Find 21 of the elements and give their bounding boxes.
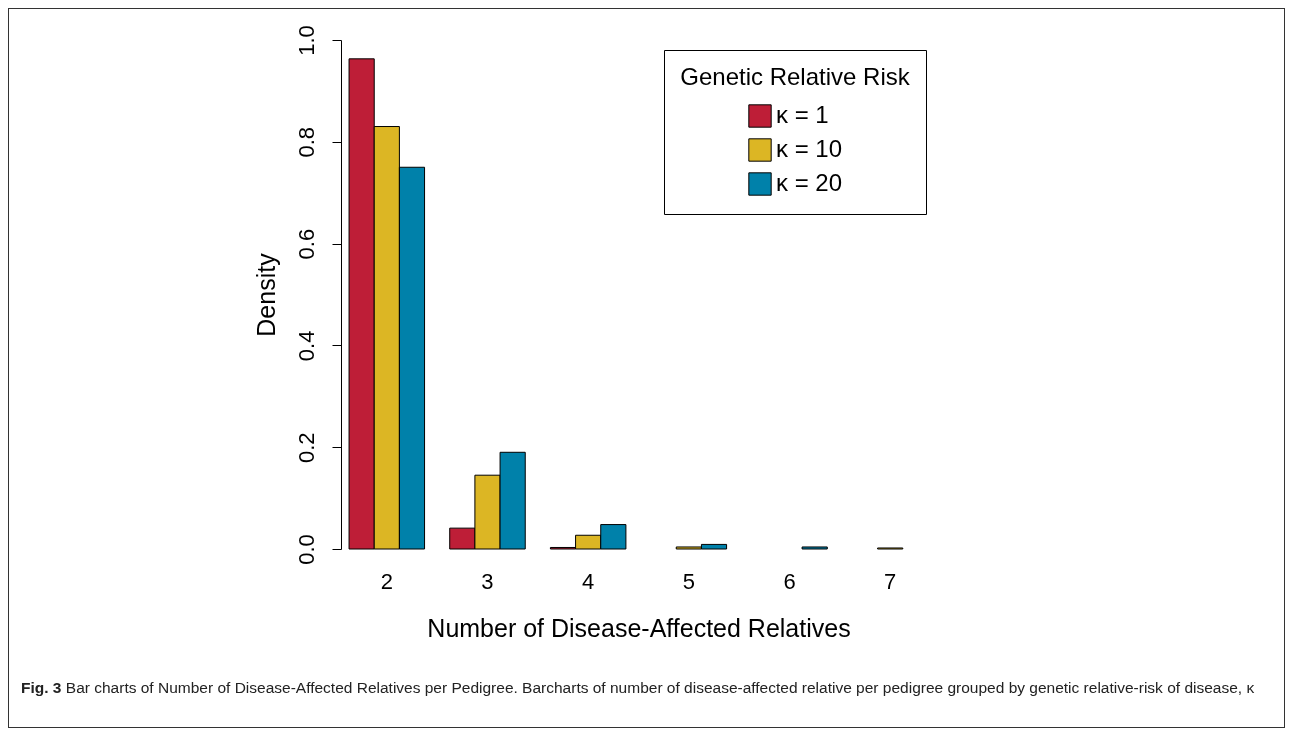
y-tick-label: 0.8 (293, 127, 319, 158)
legend-title: Genetic Relative Risk (680, 63, 911, 90)
y-tick-label: 1.0 (293, 25, 319, 56)
x-axis-title: Number of Disease-Affected Relatives (427, 613, 851, 642)
x-tick-label: 5 (682, 568, 695, 594)
y-tick-label: 0.2 (293, 432, 319, 463)
y-axis-title: Density (251, 252, 280, 337)
y-tick-label: 0.4 (293, 330, 319, 362)
x-tick-label: 2 (380, 568, 393, 594)
x-tick-label: 7 (884, 568, 897, 594)
legend-label: κ = 10 (776, 135, 843, 162)
x-tick-label: 4 (582, 568, 595, 594)
bar (801, 546, 828, 550)
legend-label: κ = 20 (776, 169, 843, 196)
caption: Fig. 3 (21, 679, 63, 696)
y-tick-label: 0.6 (293, 228, 319, 260)
y-tick-label: 0.0 (293, 534, 319, 565)
text: Bar charts of Number of Disease-Affected Relatives per Pedigree. Barcharts of number of disease-affected relative per pedigree grouped by genetic relative-risk of disease, κ (65, 679, 1255, 696)
x-tick-label: 6 (783, 568, 796, 594)
x-tick-label: 3 (481, 568, 494, 594)
legend-label: κ = 1 (776, 101, 829, 128)
